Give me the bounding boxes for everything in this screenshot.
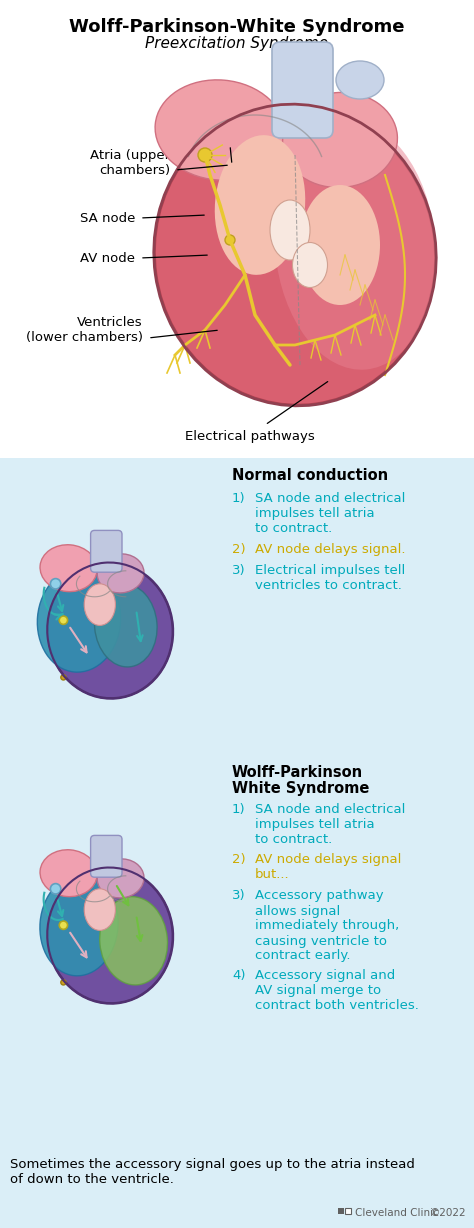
Text: SA node: SA node [80, 211, 135, 225]
FancyBboxPatch shape [91, 530, 122, 572]
Text: White Syndrome: White Syndrome [232, 781, 369, 796]
Ellipse shape [97, 858, 144, 898]
Circle shape [59, 921, 68, 930]
Ellipse shape [40, 850, 97, 896]
Ellipse shape [94, 583, 157, 667]
Text: Electrical pathways: Electrical pathways [185, 430, 315, 443]
Ellipse shape [40, 545, 97, 592]
Circle shape [50, 884, 61, 894]
Text: 1): 1) [232, 803, 246, 815]
Text: Ventricles
(lower chambers): Ventricles (lower chambers) [26, 316, 143, 344]
FancyBboxPatch shape [91, 835, 122, 877]
Bar [345, 1208, 351, 1214]
Text: Wolff-Parkinson: Wolff-Parkinson [232, 765, 363, 780]
Ellipse shape [155, 106, 435, 405]
Text: AV node: AV node [80, 252, 135, 264]
Circle shape [61, 675, 66, 680]
Bar [338, 1208, 344, 1214]
Text: Preexcitation Syndrome: Preexcitation Syndrome [146, 36, 328, 52]
Circle shape [61, 980, 66, 985]
Text: Electrical impulses tell
ventricles to contract.: Electrical impulses tell ventricles to c… [255, 564, 405, 592]
Ellipse shape [48, 562, 173, 699]
Text: 3): 3) [232, 889, 246, 903]
Ellipse shape [84, 889, 115, 931]
Circle shape [198, 149, 212, 162]
Circle shape [225, 235, 235, 246]
Text: Sometimes the accessory signal goes up to the atria instead
of down to the ventr: Sometimes the accessory signal goes up t… [10, 1158, 415, 1186]
Text: AV node delays signal.: AV node delays signal. [255, 543, 405, 555]
Text: 1): 1) [232, 492, 246, 505]
Ellipse shape [100, 896, 167, 985]
Ellipse shape [215, 135, 305, 275]
Text: ©2022: ©2022 [430, 1208, 466, 1218]
Ellipse shape [84, 583, 115, 625]
Ellipse shape [270, 200, 310, 260]
Ellipse shape [40, 874, 118, 976]
Text: 2): 2) [232, 853, 246, 867]
Text: 2): 2) [232, 543, 246, 555]
Ellipse shape [283, 92, 397, 188]
Text: Wolff-Parkinson-White Syndrome: Wolff-Parkinson-White Syndrome [69, 18, 405, 36]
Ellipse shape [292, 242, 328, 287]
Bar [0, 458, 474, 1228]
Ellipse shape [336, 61, 384, 99]
Ellipse shape [155, 80, 285, 181]
Circle shape [59, 616, 68, 624]
Text: AV node delays signal
but...: AV node delays signal but... [255, 853, 401, 882]
Text: Accessory signal and
AV signal merge to
contract both ventricles.: Accessory signal and AV signal merge to … [255, 969, 419, 1012]
Ellipse shape [300, 185, 380, 305]
FancyBboxPatch shape [272, 42, 333, 138]
Circle shape [50, 578, 61, 589]
Text: Atria (upper
chambers): Atria (upper chambers) [90, 149, 170, 177]
Text: Cleveland Clinic: Cleveland Clinic [355, 1208, 439, 1218]
Ellipse shape [37, 569, 121, 672]
Text: SA node and electrical
impulses tell atria
to contract.: SA node and electrical impulses tell atr… [255, 492, 405, 535]
Text: 3): 3) [232, 564, 246, 577]
Ellipse shape [274, 120, 436, 370]
Text: SA node and electrical
impulses tell atria
to contract.: SA node and electrical impulses tell atr… [255, 803, 405, 846]
Ellipse shape [97, 554, 144, 593]
Ellipse shape [48, 868, 173, 1003]
Text: Accessory pathway
allows signal
immediately through,
causing ventricle to
contra: Accessory pathway allows signal immediat… [255, 889, 399, 963]
Text: Normal conduction: Normal conduction [232, 468, 388, 483]
Text: 4): 4) [232, 969, 246, 982]
